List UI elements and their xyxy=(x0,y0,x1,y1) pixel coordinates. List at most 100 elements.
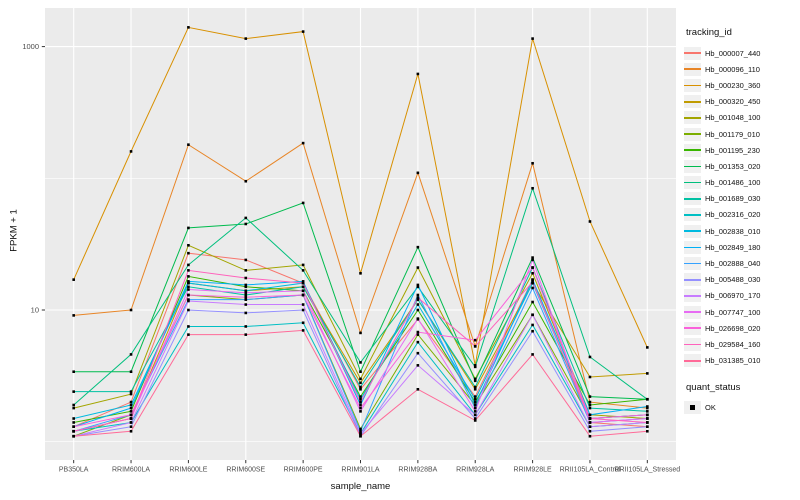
data-point xyxy=(187,299,190,303)
legend-item-Hb_002849_180: Hb_002849_180 xyxy=(684,239,799,255)
legend-item-label: Hb_001195_230 xyxy=(705,145,760,155)
data-point xyxy=(531,300,534,304)
data-point xyxy=(359,331,362,335)
data-point xyxy=(531,161,534,165)
legend-key-swatch xyxy=(684,224,701,238)
legend-key-swatch xyxy=(684,95,701,109)
data-point xyxy=(129,353,133,356)
data-point xyxy=(187,243,190,247)
data-point xyxy=(301,285,305,289)
data-point xyxy=(473,410,477,413)
data-point xyxy=(646,405,649,408)
data-point xyxy=(359,410,362,413)
legend-color-line-icon xyxy=(684,230,701,233)
data-point xyxy=(473,364,477,367)
legend-color-line-icon xyxy=(684,214,701,216)
legend-item-Hb_001486_100: Hb_001486_100 xyxy=(684,175,799,191)
data-point xyxy=(588,429,592,433)
legend-item-Hb_002316_020: Hb_002316_020 xyxy=(684,207,799,223)
data-point xyxy=(244,258,248,262)
data-point xyxy=(531,278,534,281)
data-point xyxy=(244,295,248,299)
legend-key-swatch xyxy=(684,321,701,335)
data-point xyxy=(244,179,248,183)
data-point xyxy=(187,333,190,336)
legend-key-swatch xyxy=(684,111,701,125)
data-point xyxy=(416,298,420,301)
data-point xyxy=(416,266,420,269)
data-point xyxy=(301,289,305,293)
data-point xyxy=(244,333,248,336)
data-point xyxy=(416,293,420,297)
data-point xyxy=(473,403,477,407)
data-point xyxy=(129,425,133,428)
legend-item-label: Hb_002888_040 xyxy=(705,259,761,269)
legend-item-label: Hb_001486_100 xyxy=(705,178,761,188)
legend-color-line-icon xyxy=(684,165,701,168)
data-point xyxy=(416,333,420,336)
data-point xyxy=(244,303,248,306)
y-tick-label: 1000 xyxy=(22,42,39,51)
data-point xyxy=(244,276,248,280)
legend-color-line-icon xyxy=(684,117,701,119)
data-point xyxy=(129,400,133,404)
data-point xyxy=(473,395,477,398)
data-point xyxy=(129,410,133,413)
x-axis-title: sample_name xyxy=(330,481,391,492)
legend-item-Hb_001179_010: Hb_001179_010 xyxy=(684,126,799,142)
data-point xyxy=(531,280,534,284)
legend-item-label: Hb_026698_020 xyxy=(705,323,761,333)
x-tick-label: RRIM600LA xyxy=(112,467,150,474)
legend-item-label: Hb_001689_030 xyxy=(705,194,761,204)
data-point xyxy=(416,285,420,289)
data-point xyxy=(301,269,305,272)
data-point xyxy=(359,395,362,398)
data-point xyxy=(359,397,362,401)
data-point xyxy=(359,271,362,275)
data-point xyxy=(244,285,248,289)
legend-panel: tracking_id Hb_000007_440 Hb_000096_110 Hb… xyxy=(684,27,799,416)
data-point xyxy=(588,406,592,410)
data-point xyxy=(129,150,133,153)
legend-color-line-icon xyxy=(684,262,701,265)
data-point xyxy=(72,417,75,420)
data-point xyxy=(301,280,305,283)
legend-key-swatch xyxy=(684,289,701,303)
data-point xyxy=(72,403,75,407)
data-point xyxy=(187,226,190,230)
legend-key-swatch xyxy=(684,176,701,190)
legend-key-swatch xyxy=(684,337,701,351)
legend-key-swatch xyxy=(684,143,701,157)
data-point xyxy=(588,417,592,420)
data-point xyxy=(416,340,420,344)
data-point xyxy=(416,387,420,391)
x-tick-label: RRIM928BA xyxy=(398,467,437,474)
legend-item-label: Hb_002838_010 xyxy=(705,226,761,236)
x-tick-label: RRII105LA_Control xyxy=(560,467,621,474)
legend-item-Hb_001689_030: Hb_001689_030 xyxy=(684,191,799,207)
data-point xyxy=(588,400,592,404)
data-point xyxy=(359,377,362,381)
x-tick-label: RRIM928LE xyxy=(514,467,552,474)
legend-item-label: Hb_007747_100 xyxy=(705,307,761,317)
data-point xyxy=(72,314,75,317)
legend-items-list: Hb_000007_440 Hb_000096_110 Hb_000230_360 H… xyxy=(684,45,799,369)
data-point xyxy=(244,222,248,226)
legend-item-Hb_001353_020: Hb_001353_020 xyxy=(684,158,799,174)
data-point xyxy=(72,429,75,433)
black-square-point-icon xyxy=(690,405,695,410)
data-point xyxy=(531,323,534,327)
data-point xyxy=(244,269,248,272)
legend-color-line-icon xyxy=(684,246,701,249)
data-point xyxy=(129,392,133,396)
data-point xyxy=(473,406,477,410)
legend-item-Hb_005488_030: Hb_005488_030 xyxy=(684,272,799,288)
legend-item-label: Hb_000007_440 xyxy=(705,48,761,58)
data-point xyxy=(359,361,362,364)
legend-color-line-icon xyxy=(684,327,701,330)
legend-color-line-icon xyxy=(684,149,701,152)
data-point xyxy=(187,251,190,255)
data-point xyxy=(244,311,248,315)
legend-key-swatch xyxy=(684,208,701,222)
